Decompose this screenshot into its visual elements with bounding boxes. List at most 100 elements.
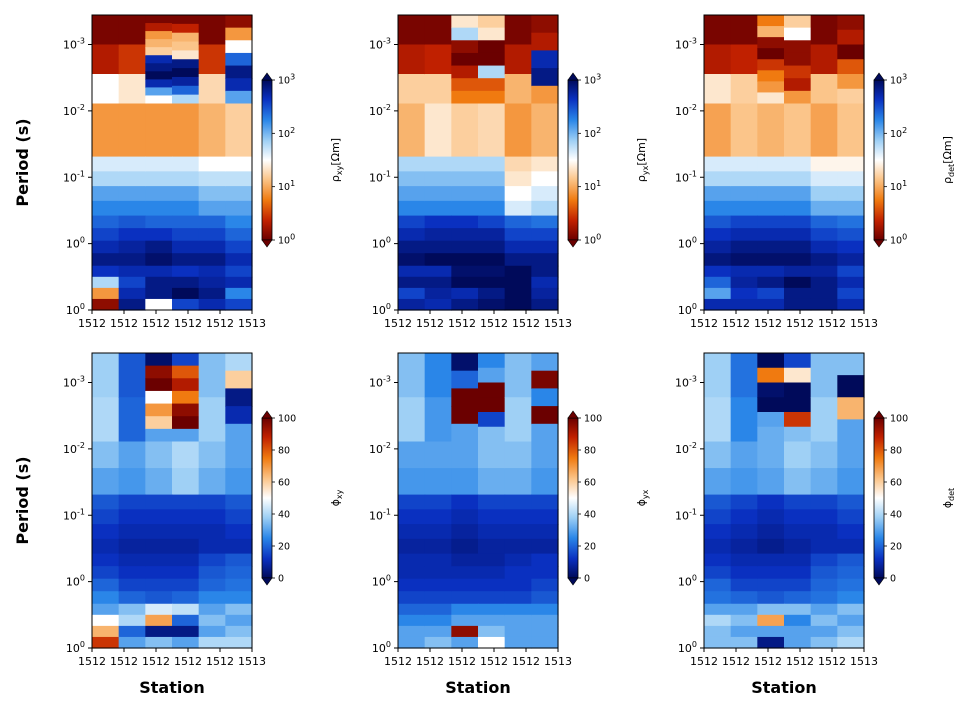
colorbar-tick-label: 80 [584,446,596,457]
x-tick-label: 1512 [818,317,846,330]
axes-frame [703,14,865,311]
heatmap-cell [810,524,838,540]
heatmap-cell [172,298,200,311]
heatmap-cell [198,509,226,525]
heatmap-cell [730,468,758,496]
heatmap-cell [145,240,173,254]
heatmap-cell [837,538,865,555]
heatmap-cell [704,215,732,229]
heatmap-cell [757,382,785,398]
heatmap-cell [424,186,452,202]
heatmap-cell [172,94,200,105]
colorbar-label: ρyx[Ωm] [635,138,650,182]
heatmap-cell [198,397,226,443]
heatmap-cell [424,298,452,311]
colorbar-tick-label: 40 [584,510,596,521]
heatmap-cell [145,416,173,430]
heatmap-cell [92,253,120,267]
heatmap-cell [504,103,532,158]
heatmap-cell [398,441,426,469]
heatmap-cell [145,253,173,267]
x-tick-label: 1513 [850,317,878,330]
x-axis-label: Station [445,678,510,697]
heatmap-cell [451,578,479,592]
heatmap-cell [810,15,838,46]
heatmap-cell [784,367,812,384]
x-tick-label: 1512 [448,655,476,668]
heatmap-cell [531,50,559,69]
heatmap-cell [730,509,758,525]
x-tick-label: 1512 [512,655,540,668]
heatmap-cell [198,228,226,242]
heatmap-cell [198,287,226,300]
heatmap-cell [531,566,559,580]
heatmap-cell [704,509,732,525]
heatmap-cell [225,509,253,525]
heatmap-cell [118,276,146,289]
heatmap-cell [398,253,426,267]
heatmap-cell [398,200,426,217]
heatmap-cell [424,215,452,229]
heatmap-cell [172,240,200,254]
heatmap-cell [837,494,865,510]
x-tick-label: 1512 [384,655,412,668]
heatmap-cell [810,240,838,254]
heatmap-cell [198,494,226,510]
heatmap-cell [398,228,426,242]
heatmap-cell [225,468,253,496]
heatmap-cell [478,253,506,267]
heatmap-cell [172,365,200,379]
heatmap-cell [784,186,812,202]
heatmap-cell [504,215,532,229]
heatmap-cell [172,578,200,592]
heatmap-cell [92,298,120,311]
heatmap-cell [784,90,812,105]
heatmap-cell [118,287,146,300]
axes-frame [397,352,559,649]
heatmap-cell [784,524,812,540]
heatmap-cell [784,353,812,369]
heatmap-cell [118,591,146,605]
heatmap-cell [451,52,479,67]
heatmap-cell [704,287,732,300]
heatmap-cell [92,441,120,469]
heatmap-cell [225,90,253,105]
heatmap-cell [398,240,426,254]
heatmap-cell [757,276,785,289]
x-tick-label: 1512 [142,317,170,330]
heatmap-cell [424,253,452,267]
heatmap-cell [92,156,120,172]
heatmap-cell [730,614,758,627]
heatmap-cell [225,406,253,425]
heatmap-cell [451,253,479,267]
colorbar-tick-label: 100 [584,233,601,247]
heatmap-cell [92,240,120,254]
colorbar-tick-label: 100 [584,414,602,425]
heatmap-cell [172,468,200,496]
colorbar-label: ϕyx [635,489,650,506]
heatmap-cell [424,171,452,187]
heatmap-cell [424,578,452,592]
heatmap-cell [198,240,226,254]
heatmap-cell [757,228,785,242]
heatmap-cell [172,538,200,555]
x-tick-label: 1512 [754,655,782,668]
heatmap-cell [225,240,253,254]
heatmap-cell [398,625,426,638]
heatmap-cell [478,90,506,105]
y-tick-label: 10-2 [63,441,85,456]
heatmap-cell [451,538,479,555]
heatmap-cell [198,186,226,202]
heatmap-cell [225,228,253,242]
colorbar-tick-label: 103 [278,73,295,87]
heatmap-cell [424,625,452,638]
heatmap-cell [451,441,479,469]
heatmap-cell [92,603,120,616]
heatmap-cell [225,265,253,278]
heatmap-cell [172,85,200,96]
heatmap-cell [92,287,120,300]
heatmap-cell [504,509,532,525]
y-tick-label: 100 [66,574,85,589]
heatmap-cell [92,265,120,278]
heatmap-cell [172,50,200,60]
